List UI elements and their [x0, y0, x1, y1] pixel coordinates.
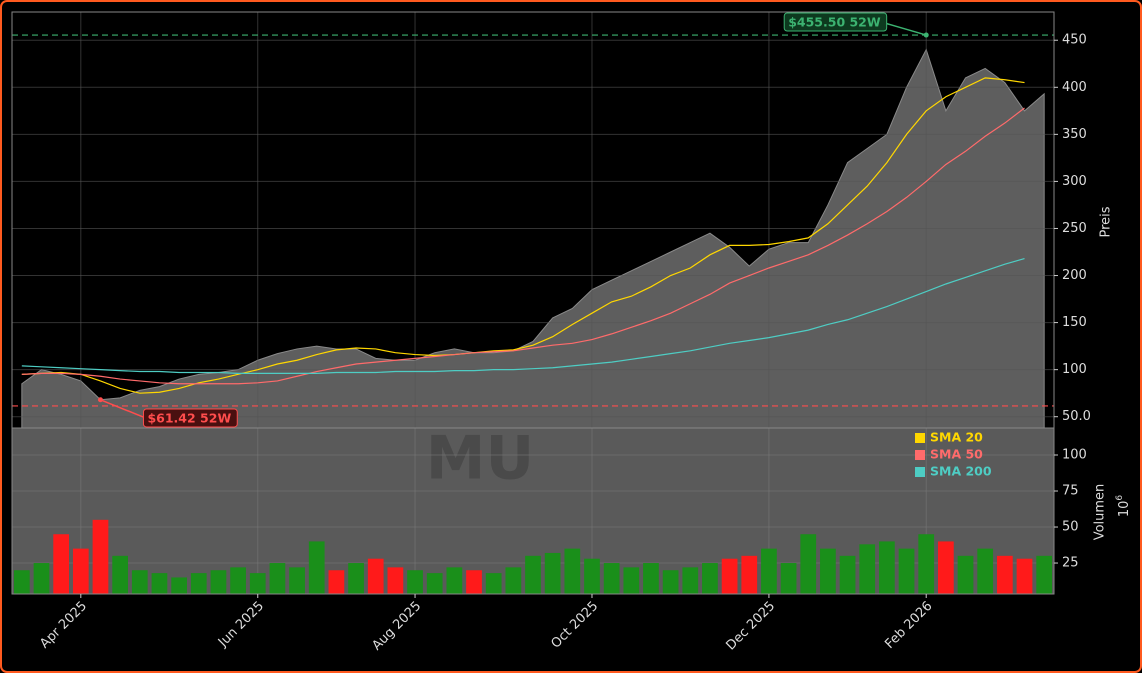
volume-bar — [643, 563, 659, 594]
annotation-arrow — [880, 21, 927, 36]
volume-bar — [151, 573, 168, 594]
volume-bar — [662, 570, 679, 594]
volume-bar — [33, 563, 50, 594]
volume-bar — [210, 570, 227, 594]
volume-bar — [1016, 558, 1033, 594]
volume-bar — [898, 548, 915, 594]
volume-bar — [190, 573, 207, 594]
y-tick-label: 350 — [1062, 127, 1087, 142]
scale-exponent: 6 — [1115, 495, 1125, 501]
y2-tick-label: 50 — [1062, 520, 1079, 535]
volume-bar — [13, 570, 30, 594]
legend-swatch — [915, 467, 925, 477]
legend-label: SMA 200 — [930, 464, 992, 479]
volume-bar — [682, 567, 699, 594]
y-tick-label: 100 — [1062, 362, 1087, 377]
y-axis-label: Preis — [1099, 206, 1114, 237]
volume-bar — [839, 555, 856, 594]
volume-bar — [820, 548, 836, 594]
annotation-label: $61.42 52W — [147, 410, 231, 425]
volume-bar — [72, 548, 89, 594]
volume-bar — [131, 570, 148, 594]
scale-base: 10 — [1117, 501, 1132, 518]
y-tick-label: 50.0 — [1062, 409, 1091, 424]
volume-bar — [426, 573, 443, 594]
volume-bar — [53, 534, 70, 594]
y2-axis-label: Volumen — [1093, 484, 1108, 541]
volume-bar — [761, 548, 777, 594]
volume-bar — [938, 541, 954, 594]
volume-bar — [505, 567, 522, 594]
y-tick-label: 300 — [1062, 174, 1087, 189]
volume-bar — [525, 555, 541, 594]
y-tick-label: 250 — [1062, 221, 1087, 236]
volume-bar — [289, 567, 305, 594]
volume-bar — [859, 544, 876, 594]
volume-bar — [977, 548, 994, 594]
watermark: MU — [426, 424, 534, 494]
legend-swatch — [915, 433, 925, 443]
annotation-label: $455.50 52W — [788, 15, 881, 30]
volume-bar — [269, 563, 286, 594]
y-tick-label: 400 — [1062, 80, 1087, 95]
volume-bar — [328, 570, 345, 594]
volume-bar — [879, 541, 895, 594]
y2-scale: 106 — [1115, 495, 1132, 518]
volume-bar — [603, 563, 620, 594]
volume-bar — [230, 567, 246, 594]
volume-bar — [1036, 555, 1053, 594]
volume-bar — [249, 573, 266, 594]
volume-bar — [800, 534, 817, 594]
volume-bar — [485, 573, 502, 594]
volume-bar — [112, 555, 128, 594]
volume-bar — [308, 541, 325, 594]
y-tick-label: 150 — [1062, 315, 1087, 330]
annotation-arrow — [100, 399, 146, 419]
volume-bar — [407, 570, 423, 594]
legend-swatch — [915, 450, 925, 460]
arrow-head — [923, 32, 929, 38]
volume-bar — [367, 558, 384, 594]
volume-bar — [171, 577, 187, 594]
volume-bar — [702, 563, 718, 594]
axis-frame — [11, 427, 1055, 595]
sma-line — [21, 107, 1025, 385]
annotation-box — [783, 12, 888, 32]
volume-bar — [348, 563, 364, 594]
sma-line — [21, 258, 1025, 375]
volume-bar — [446, 567, 463, 594]
volume-bar — [623, 567, 640, 594]
arrow-head — [97, 397, 103, 403]
volume-bar — [780, 563, 797, 594]
volume-bar — [584, 558, 600, 594]
y-tick-label: 450 — [1062, 33, 1087, 48]
volume-bar — [544, 552, 561, 594]
sma-line — [21, 77, 1025, 394]
volume-bar — [564, 548, 581, 594]
y2-tick-label: 100 — [1062, 448, 1087, 463]
volume-bar — [466, 570, 482, 594]
volume-bar — [996, 555, 1013, 594]
volume-bar — [918, 534, 935, 594]
y2-tick-label: 25 — [1062, 556, 1079, 571]
volume-bar — [92, 519, 109, 594]
y-tick-label: 200 — [1062, 268, 1087, 283]
volume-bar — [721, 558, 738, 594]
legend-label: SMA 50 — [930, 447, 983, 462]
legend-label: SMA 20 — [930, 430, 983, 445]
volume-bar — [957, 555, 974, 594]
annotation-box — [142, 408, 238, 428]
y2-tick-label: 75 — [1062, 484, 1079, 499]
volume-bar — [387, 567, 404, 594]
volume-bar — [741, 555, 758, 594]
